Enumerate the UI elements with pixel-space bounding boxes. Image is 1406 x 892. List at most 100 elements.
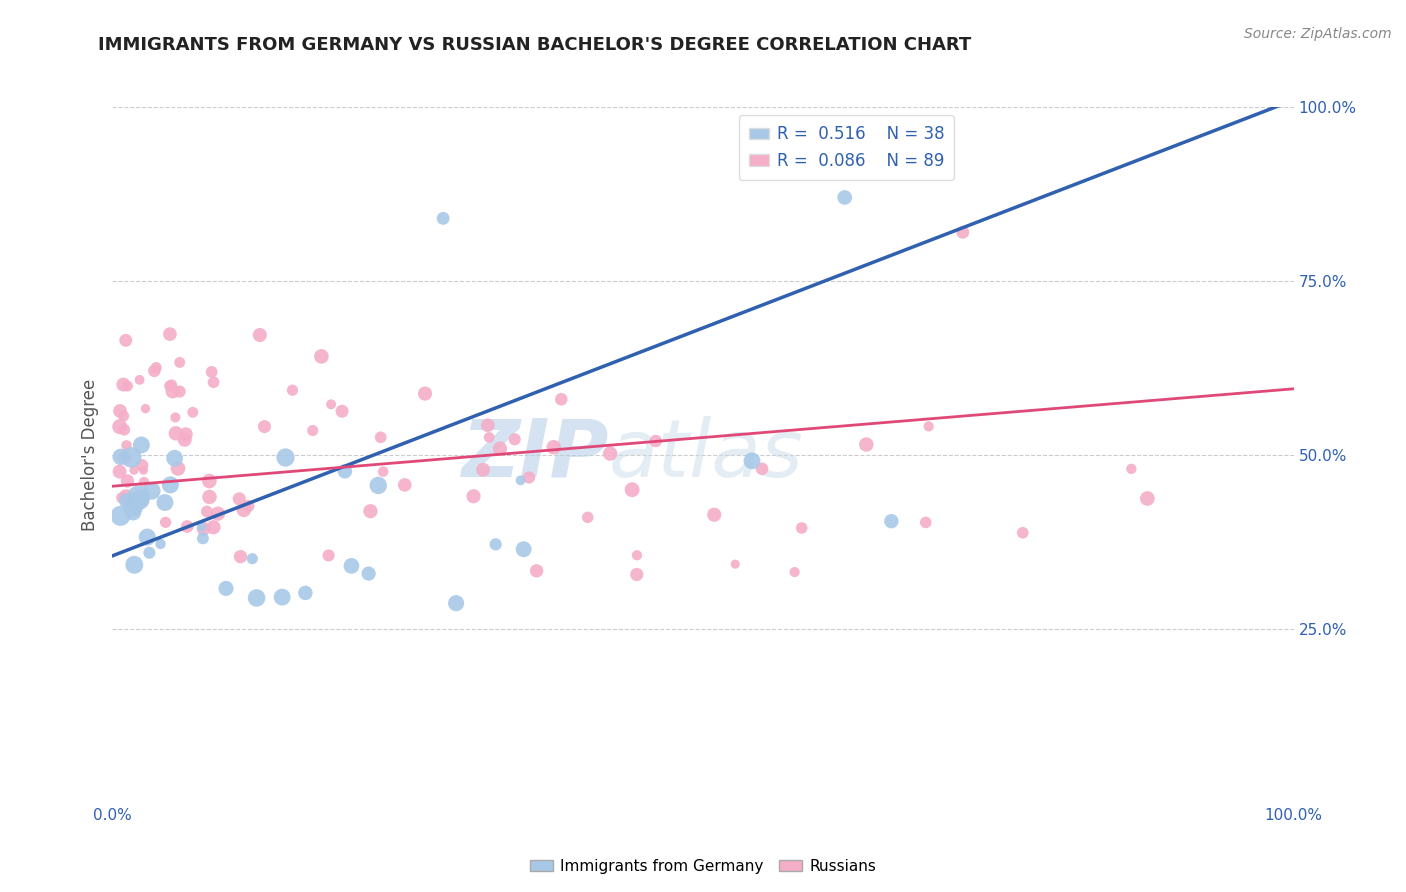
Point [181, 405, 204, 419]
Point [741, 454, 763, 468]
Point [249, 328, 271, 343]
Point [834, 190, 856, 204]
Point [880, 514, 903, 528]
Point [1011, 525, 1033, 540]
Point [131, 438, 153, 452]
Point [599, 446, 621, 460]
Point [576, 510, 599, 524]
Y-axis label: Bachelor's Degree: Bachelor's Degree [80, 379, 98, 531]
Point [110, 508, 132, 523]
Point [357, 566, 380, 581]
Point [319, 397, 342, 411]
Point [228, 491, 250, 506]
Point [783, 565, 806, 579]
Point [367, 478, 389, 492]
Point [1136, 491, 1159, 506]
Point [159, 379, 181, 393]
Point [703, 508, 725, 522]
Point [132, 475, 155, 489]
Point [195, 504, 218, 518]
Point [472, 463, 495, 477]
Point [131, 491, 153, 506]
Point [751, 462, 773, 476]
Point [311, 350, 333, 364]
Point [489, 442, 512, 456]
Point [478, 430, 501, 444]
Point [246, 591, 269, 605]
Point [165, 410, 187, 425]
Point [198, 474, 221, 488]
Point [114, 450, 136, 465]
Point [271, 590, 294, 604]
Point [191, 532, 214, 546]
Point [190, 520, 212, 534]
Point [201, 365, 224, 379]
Point [112, 377, 135, 392]
Point [477, 418, 499, 433]
Point [202, 520, 225, 534]
Point [120, 450, 142, 465]
Point [136, 530, 159, 544]
Point [330, 404, 353, 418]
Point [112, 409, 135, 423]
Point [301, 424, 323, 438]
Point [169, 355, 191, 369]
Point [122, 463, 145, 477]
Point [122, 500, 145, 514]
Point [127, 490, 149, 504]
Point [413, 386, 436, 401]
Point [294, 586, 316, 600]
Point [131, 458, 153, 473]
Text: IMMIGRANTS FROM GERMANY VS RUSSIAN BACHELOR'S DEGREE CORRELATION CHART: IMMIGRANTS FROM GERMANY VS RUSSIAN BACHE… [98, 36, 972, 54]
Point [509, 474, 531, 488]
Point [162, 384, 184, 399]
Text: ZIP: ZIP [461, 416, 609, 494]
Point [108, 419, 131, 434]
Point [193, 522, 215, 536]
Point [141, 483, 163, 498]
Point [485, 537, 508, 551]
Legend: Immigrants from Germany, Russians: Immigrants from Germany, Russians [523, 853, 883, 880]
Point [373, 465, 395, 479]
Point [159, 327, 181, 342]
Point [724, 557, 747, 571]
Point [626, 549, 648, 563]
Point [134, 401, 156, 416]
Point [198, 490, 221, 504]
Point [644, 434, 666, 448]
Point [176, 519, 198, 533]
Point [128, 373, 150, 387]
Point [155, 516, 177, 530]
Point [115, 438, 138, 452]
Point [202, 375, 225, 389]
Point [160, 377, 183, 392]
Point [111, 491, 134, 505]
Point [143, 364, 166, 378]
Point [115, 493, 138, 508]
Point [526, 564, 548, 578]
Point [444, 596, 467, 610]
Point [112, 423, 135, 437]
Point [370, 430, 392, 444]
Point [174, 427, 197, 442]
Point [340, 558, 363, 573]
Text: Source: ZipAtlas.com: Source: ZipAtlas.com [1244, 27, 1392, 41]
Point [114, 334, 136, 348]
Point [117, 474, 139, 488]
Point [207, 507, 229, 521]
Point [274, 450, 297, 465]
Point [432, 211, 454, 226]
Point [163, 451, 186, 466]
Point [253, 419, 276, 434]
Point [108, 465, 131, 479]
Point [229, 549, 252, 564]
Point [463, 489, 485, 503]
Point [115, 490, 138, 504]
Point [394, 478, 416, 492]
Point [153, 495, 176, 509]
Point [512, 542, 534, 557]
Point [503, 433, 526, 447]
Point [169, 384, 191, 399]
Point [132, 463, 155, 477]
Point [165, 426, 187, 441]
